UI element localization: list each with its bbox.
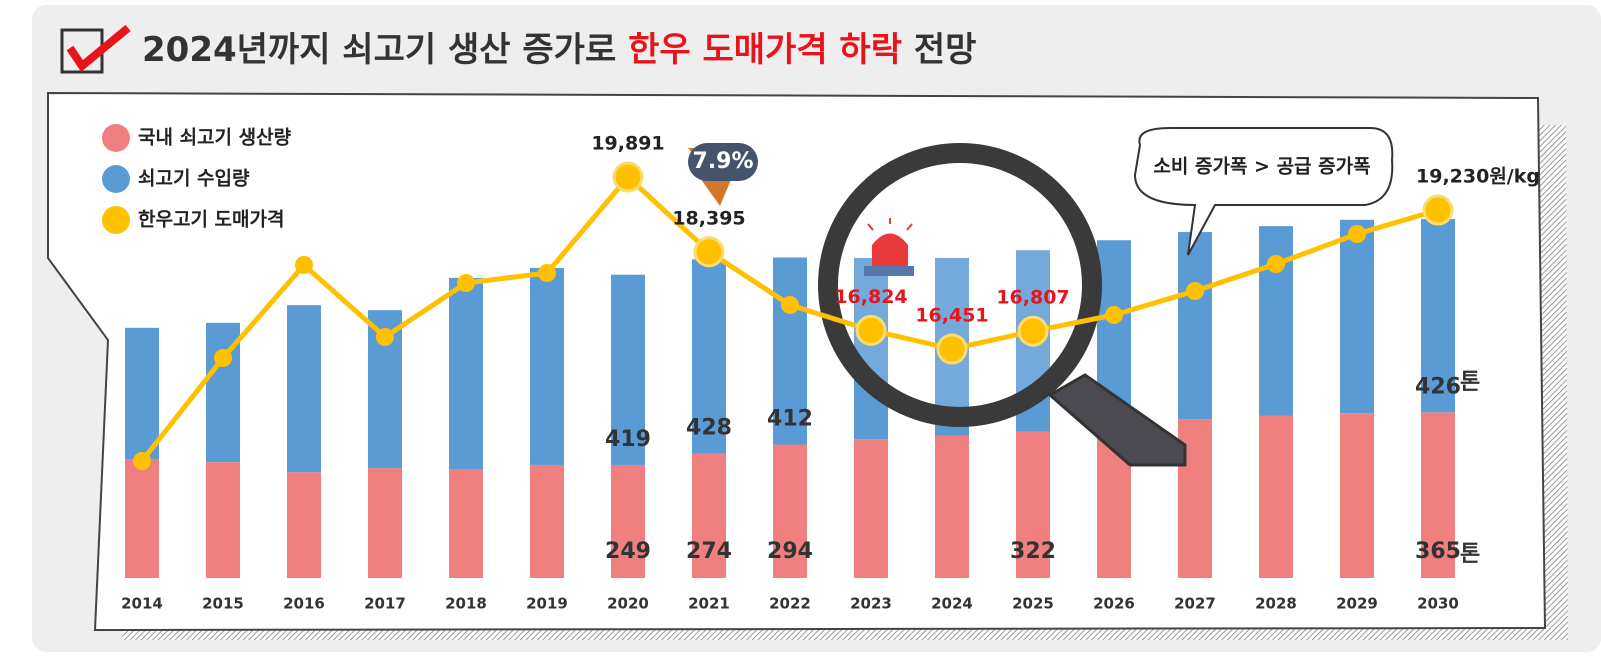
x-tick-label: 2018 [445,595,487,613]
value-label: 16,451 [915,305,988,327]
bar [287,472,321,578]
x-tick-label: 2015 [202,595,244,613]
x-tick-label: 2024 [931,595,973,613]
chart: 2024년까지 쇠고기 생산 증가로 한우 도매가격 하락 전망 7.9% 소비… [0,0,1601,652]
value-label: 249 [605,539,651,564]
point [938,335,966,363]
bar [935,436,969,578]
point [1186,282,1204,300]
value-label: 19,891 [591,133,664,155]
value-label: 419 [605,427,651,452]
x-tick-label: 2021 [688,595,730,613]
x-tick-label: 2022 [769,595,811,613]
point [1105,306,1123,324]
value-label: 18,395 [672,207,745,229]
point [1267,255,1285,273]
point [214,349,232,367]
bar [287,305,321,472]
bar [1340,220,1374,413]
bar [368,468,402,578]
title-highlight: 한우 도매가격 하락 [628,30,902,70]
value-label: 428 [686,416,732,441]
title-part: 2024년까지 쇠고기 생산 증가로 [142,30,616,70]
value-label: 365 [1415,539,1461,564]
title-part: 전망 [914,30,977,70]
bar [1259,226,1293,416]
point [1424,196,1452,224]
point [857,316,885,344]
bar [1178,232,1212,419]
x-tick-label: 2020 [607,595,649,613]
value-label: 16,807 [996,287,1069,309]
legend-label: 쇠고기 수입량 [138,168,250,190]
x-tick-label: 2025 [1012,595,1054,613]
unit-label: 톤 [1460,542,1480,567]
value-label: 274 [686,539,732,564]
x-tick-label: 2023 [850,595,892,613]
value-label: 16,824 [834,286,907,308]
x-tick-label: 2016 [283,595,325,613]
point [133,452,151,470]
value-label: 426 [1415,374,1461,399]
legend-swatch [102,124,130,152]
bar [1259,416,1293,578]
x-tick-label: 2030 [1417,595,1459,613]
x-tick-label: 2028 [1255,595,1297,613]
point [614,163,642,191]
change-badge: 7.9% [692,149,753,174]
legend-swatch [102,206,130,234]
bar [530,268,564,465]
value-label: 294 [767,539,813,564]
bar [854,439,888,578]
x-tick-label: 2019 [526,595,568,613]
point [376,328,394,346]
point [538,264,556,282]
bar [1340,413,1374,578]
legend-swatch [102,165,130,193]
point [457,274,475,292]
bar [449,469,483,578]
x-tick-label: 2026 [1093,595,1135,613]
bar [449,278,483,469]
value-label: 322 [1010,539,1056,564]
chart-title: 2024년까지 쇠고기 생산 증가로 한우 도매가격 하락 전망 [142,30,976,70]
point [1348,225,1366,243]
bar [125,328,159,459]
bar [206,462,240,578]
x-tick-label: 2014 [121,595,163,613]
point [1019,317,1047,345]
bar [125,459,159,578]
bar [530,465,564,578]
x-tick-label: 2017 [364,595,406,613]
legend-label: 한우고기 도매가격 [138,209,284,231]
value-label: 412 [767,407,813,432]
point [695,238,723,266]
bubble-text: 소비 증가폭 > 공급 증가폭 [1153,156,1370,178]
x-tick-label: 2029 [1336,595,1378,613]
point [781,296,799,314]
legend-label: 국내 쇠고기 생산량 [138,127,292,149]
point [295,256,313,274]
x-tick-label: 2027 [1174,595,1216,613]
value-label: 19,230원/kg [1416,166,1540,188]
unit-label: 톤 [1460,370,1480,395]
